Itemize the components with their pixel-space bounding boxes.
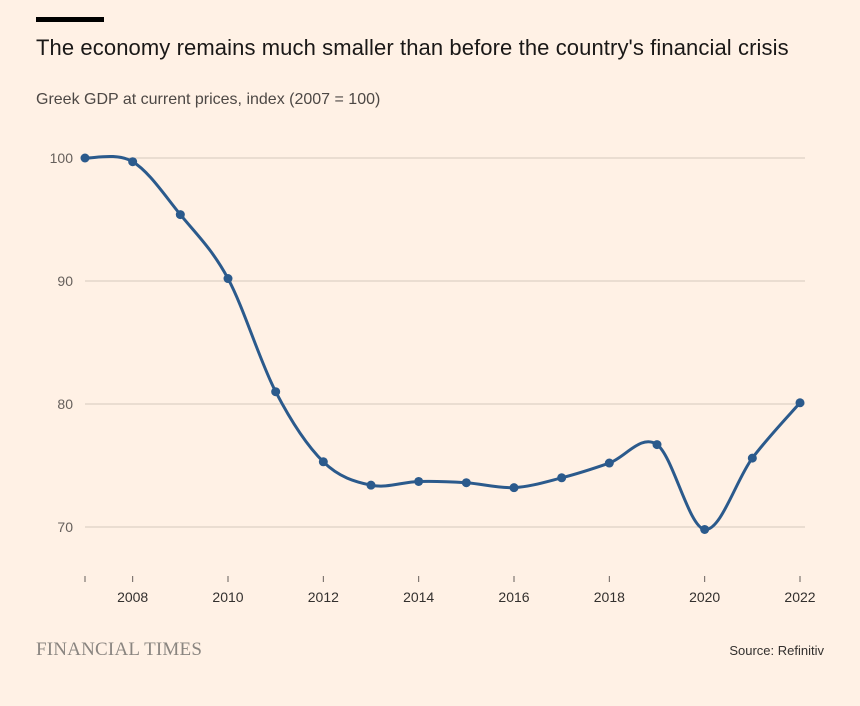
data-point-2017	[557, 473, 567, 483]
x-tick-label: 2018	[594, 589, 625, 605]
gridlines	[85, 157, 805, 528]
data-point-2012	[318, 457, 328, 467]
x-axis	[84, 576, 801, 582]
data-point-2010	[223, 274, 233, 284]
data-point-2013	[366, 480, 376, 490]
y-tick-label: 80	[57, 396, 73, 412]
data-point-2011	[271, 387, 281, 397]
series-line-greek-gdp	[83, 155, 802, 531]
x-tick-label: 2014	[403, 589, 434, 605]
data-point-2018	[604, 458, 614, 468]
x-tick-label: 2020	[689, 589, 720, 605]
x-tick-label: 2008	[117, 589, 148, 605]
x-tick-label: 2010	[212, 589, 243, 605]
x-tick-label: 2012	[308, 589, 339, 605]
chart-subtitle: Greek GDP at current prices, index (2007…	[36, 91, 381, 108]
data-point-2021	[747, 453, 757, 463]
data-point-2014	[414, 476, 424, 486]
x-tick-label: 2022	[784, 589, 815, 605]
financial-times-logo: FINANCIAL TIMES	[36, 639, 203, 660]
data-point-2020	[700, 524, 710, 534]
chart-title: The economy remains much smaller than be…	[36, 35, 789, 60]
series-greek-gdp	[80, 153, 805, 534]
x-tick-label: 2016	[498, 589, 529, 605]
data-point-2022	[795, 398, 805, 408]
header-accent-bar	[36, 17, 104, 22]
data-point-2007	[80, 153, 90, 163]
data-point-2015	[461, 478, 471, 488]
y-tick-label: 100	[50, 150, 74, 166]
source-note: Source: Refinitiv	[729, 643, 824, 658]
data-point-2016	[509, 483, 519, 493]
data-point-2019	[652, 440, 662, 450]
axis-labels: 100 90 80 70 2008 2010 2012 2014 2016 2018 2020 202…	[50, 150, 816, 605]
y-tick-label: 70	[57, 519, 73, 535]
data-point-2009	[175, 210, 185, 220]
y-tick-label: 90	[57, 273, 73, 289]
data-point-2008	[128, 157, 138, 167]
